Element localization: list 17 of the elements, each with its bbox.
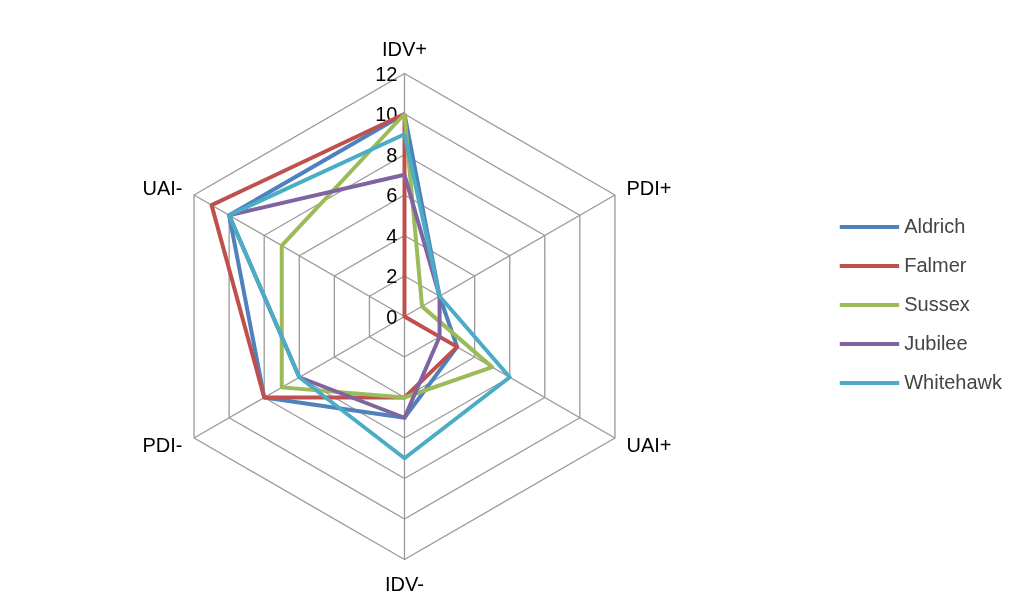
spoke-label: UAI+ xyxy=(626,433,672,456)
spoke-label: IDV- xyxy=(385,572,424,595)
spoke-label: PDI+ xyxy=(626,177,672,200)
y-tick-label: 4 xyxy=(386,224,398,247)
spoke-label: UAI- xyxy=(142,177,183,200)
legend-label: Whitehawk xyxy=(904,370,1002,394)
spoke-label: PDI- xyxy=(142,433,183,456)
legend-label: Falmer xyxy=(904,253,967,277)
y-tick-label: 0 xyxy=(386,305,398,328)
y-tick-label: 2 xyxy=(386,265,398,287)
y-tick-label: 8 xyxy=(386,143,398,166)
y-tick-label: 6 xyxy=(386,184,398,206)
y-tick-label: 12 xyxy=(375,62,398,85)
legend-label: Sussex xyxy=(904,292,970,316)
legend-label: Jubilee xyxy=(904,331,968,355)
spoke-label: IDV+ xyxy=(381,38,428,61)
legend-label: Aldrich xyxy=(904,214,966,238)
